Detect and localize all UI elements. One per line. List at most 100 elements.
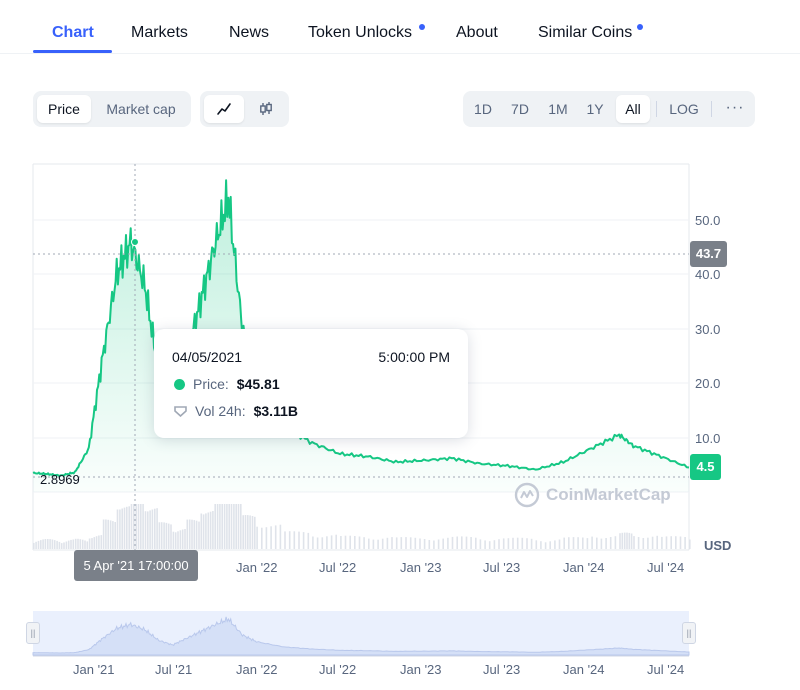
volume-bar	[642, 538, 645, 549]
volume-bar	[540, 541, 542, 549]
tab-about[interactable]: About	[456, 24, 498, 41]
volume-bar	[395, 537, 398, 549]
volume-bar	[661, 536, 663, 549]
volume-bar	[70, 539, 72, 549]
tab-token-unlocks[interactable]: Token Unlocks	[308, 24, 413, 41]
volume-bar	[621, 532, 624, 549]
volume-bar	[202, 514, 205, 549]
volume-bar	[256, 526, 258, 549]
range-1m-button[interactable]: 1M	[548, 101, 568, 117]
volume-bar	[251, 516, 254, 549]
volume-bar	[479, 539, 482, 549]
tab-markets[interactable]: Markets	[131, 24, 188, 41]
volume-bar	[340, 536, 342, 549]
volume-bar	[442, 538, 444, 549]
volume-bar	[670, 536, 672, 549]
volume-bar	[456, 536, 458, 549]
volume-bar	[344, 535, 347, 549]
volume-bar	[188, 519, 191, 549]
separator	[656, 101, 657, 117]
volume-bar	[151, 509, 154, 549]
log-scale-button[interactable]: LOG	[669, 101, 699, 117]
navigator-tick-label: Jan '21	[73, 662, 115, 677]
navigator-tick-label: Jul '23	[483, 662, 520, 677]
volume-bar	[249, 515, 251, 549]
volume-bar	[37, 540, 40, 549]
volume-bar	[98, 535, 100, 549]
price-toggle-button[interactable]: Price	[37, 95, 91, 123]
candlestick-chart-button[interactable]	[246, 95, 286, 123]
metric-toggle: Price Market cap	[33, 91, 191, 127]
coinmarketcap-logo-icon	[514, 482, 540, 508]
separator	[711, 101, 712, 117]
volume-bar	[465, 536, 468, 549]
time-range-toggle: 1D 7D 1M 1Y All LOG	[463, 91, 755, 127]
volume-bar	[195, 520, 198, 549]
y-tick-label: 50.0	[695, 213, 720, 228]
volume-bar	[582, 537, 584, 549]
volume-bar	[428, 540, 431, 549]
market-cap-toggle-button[interactable]: Market cap	[106, 101, 176, 117]
tab-chart[interactable]: Chart	[52, 24, 94, 41]
volume-bar	[512, 537, 514, 549]
volume-bar	[409, 537, 412, 549]
navigator-area	[32, 616, 690, 656]
volume-bar	[228, 504, 230, 549]
more-options-button[interactable]: ···	[725, 99, 745, 116]
volume-bar	[81, 539, 84, 549]
volume-bar	[88, 538, 91, 549]
volume-bar	[219, 504, 221, 549]
volume-series-icon	[174, 405, 187, 417]
navigator-right-handle[interactable]: ||	[682, 622, 696, 644]
volume-bar	[609, 537, 612, 549]
tab-similar-coins[interactable]: Similar Coins	[538, 24, 633, 41]
volume-bar	[391, 537, 393, 549]
range-all-button[interactable]: All	[616, 95, 650, 123]
volume-bar	[53, 540, 56, 549]
volume-bar	[51, 539, 54, 549]
volume-bar	[63, 542, 65, 549]
range-1d-button[interactable]: 1D	[474, 101, 492, 117]
volume-bar	[316, 537, 319, 549]
volume-bar	[105, 519, 107, 549]
volume-bar	[572, 537, 575, 549]
volume-bar	[60, 543, 63, 549]
volume-bar	[684, 537, 686, 549]
y-tick-label: 30.0	[695, 322, 720, 337]
range-1y-button[interactable]: 1Y	[586, 101, 604, 117]
volume-bar	[91, 538, 93, 549]
volume-bar	[414, 537, 417, 549]
volume-bar	[233, 504, 235, 549]
volume-bar	[65, 541, 68, 549]
volume-bar	[47, 539, 49, 549]
volume-bar	[298, 531, 300, 549]
volume-bar	[633, 536, 635, 549]
volume-bar	[119, 509, 121, 549]
volume-bar	[40, 540, 42, 549]
navigator-left-handle[interactable]: ||	[26, 622, 40, 644]
volume-bar	[230, 504, 233, 549]
volume-bar	[254, 516, 256, 549]
volume-bar	[130, 504, 133, 549]
tooltip-price-row: Price: $45.81	[174, 376, 280, 392]
volume-bar	[433, 540, 435, 549]
tab-bar: Chart Markets News Token Unlocks About S…	[0, 0, 800, 54]
volume-bar	[56, 540, 58, 549]
volume-bar	[179, 530, 182, 549]
volume-bar	[242, 515, 244, 549]
volume-bar	[577, 537, 579, 549]
volume-bar	[423, 539, 426, 549]
volume-bar	[507, 538, 510, 549]
x-tick-label: Jan '23	[400, 560, 442, 575]
volume-bar	[270, 526, 272, 549]
volume-bar	[77, 538, 79, 549]
tab-news[interactable]: News	[229, 24, 270, 41]
volume-bar	[381, 538, 384, 549]
volume-bar	[235, 504, 237, 549]
volume-bar	[149, 510, 151, 549]
volume-bar	[226, 504, 228, 549]
hover-price-tag: 43.7	[690, 241, 727, 267]
volume-bar	[93, 537, 96, 549]
line-chart-button[interactable]	[204, 95, 244, 123]
range-7d-button[interactable]: 7D	[511, 101, 529, 117]
